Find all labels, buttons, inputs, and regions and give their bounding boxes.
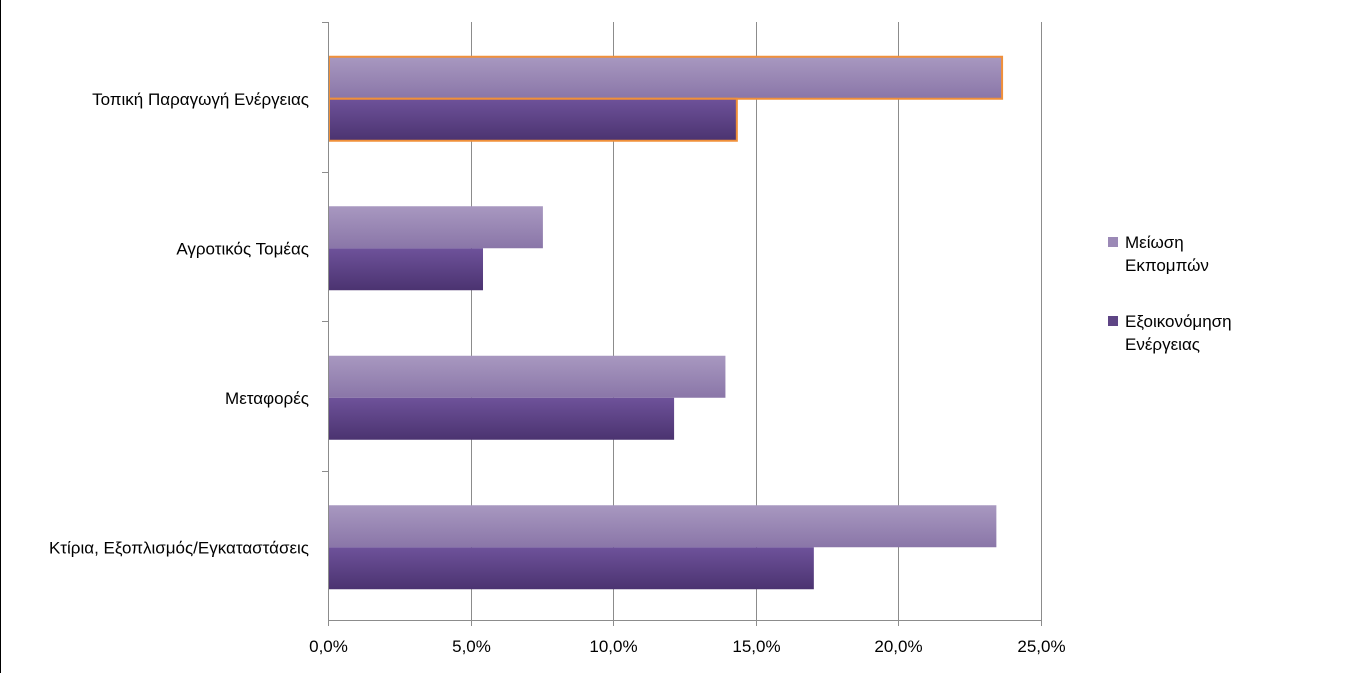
- x-tick-label: 5,0%: [452, 637, 491, 656]
- bar: [328, 97, 738, 142]
- legend-swatch: [1108, 316, 1118, 326]
- legend-label: Μείωση: [1125, 233, 1184, 252]
- legend-label: Ενέργειας: [1125, 335, 1200, 354]
- bar: [328, 55, 1004, 100]
- x-tick-label: 0,0%: [309, 637, 348, 656]
- axes: [322, 22, 1042, 626]
- x-tick-label: 15,0%: [732, 637, 780, 656]
- legend-label: Εξοικονόμηση: [1125, 312, 1232, 331]
- bar: [329, 397, 675, 440]
- legend: Μείωση Εκπομπών Εξοικονόμηση Ενέργειας: [1108, 233, 1232, 354]
- bar: [329, 505, 997, 548]
- category-label: Τοπική Παραγωγή Ενέργειας: [92, 90, 309, 109]
- bar: [329, 355, 726, 398]
- category-label: Αγροτικός Τομέας: [176, 239, 309, 258]
- window-left-border: [0, 0, 1, 673]
- bar: [329, 206, 543, 249]
- bar: [329, 547, 814, 590]
- legend-swatch: [1108, 237, 1118, 247]
- x-tick-label: 20,0%: [874, 637, 922, 656]
- category-label: Κτίρια, Εξοπλισμός/Εγκαταστάσεις: [49, 538, 309, 557]
- x-tick-label: 25,0%: [1017, 637, 1065, 656]
- category-label: Μεταφορές: [225, 389, 309, 408]
- legend-label: Εκπομπών: [1125, 256, 1209, 275]
- bar: [329, 248, 484, 291]
- bars: [328, 55, 1004, 590]
- axis-labels: 0,0% 5,0% 10,0% 15,0% 20,0% 25,0% Τοπική Παραγ…: [49, 90, 1066, 656]
- x-tick-label: 10,0%: [589, 637, 637, 656]
